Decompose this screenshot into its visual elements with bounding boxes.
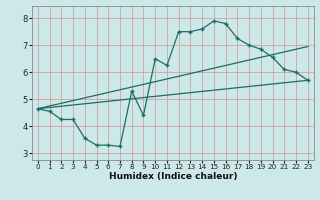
X-axis label: Humidex (Indice chaleur): Humidex (Indice chaleur) xyxy=(108,172,237,181)
